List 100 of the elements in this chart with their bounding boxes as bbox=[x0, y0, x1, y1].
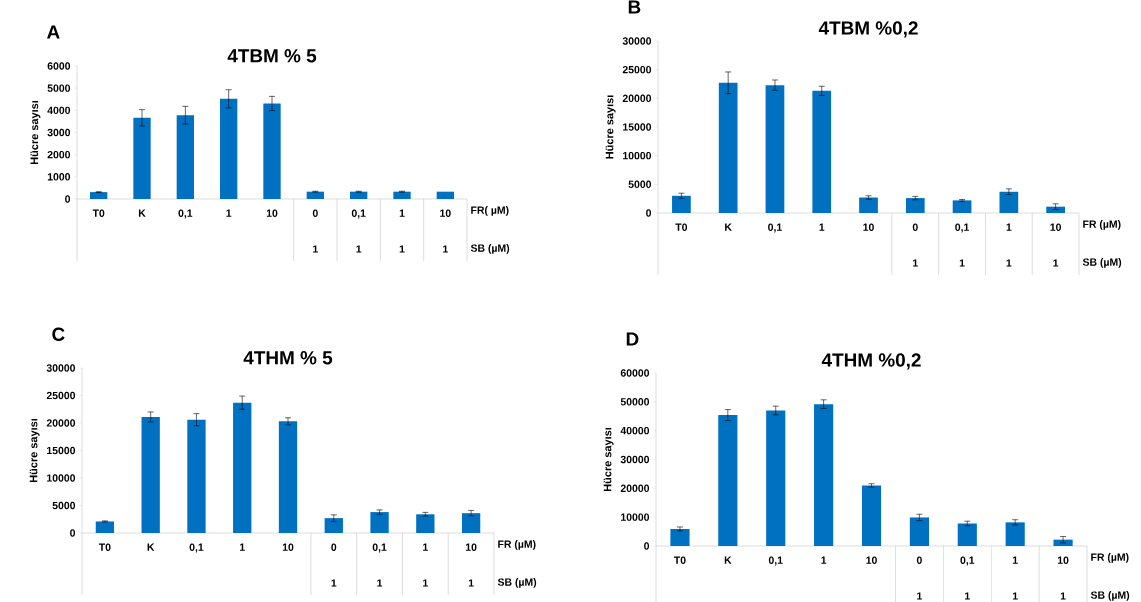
y-axis-title: Hücre sayısı bbox=[29, 418, 40, 483]
y-tick-label: 20000 bbox=[620, 484, 650, 493]
x-tick-label: 1 bbox=[821, 556, 827, 564]
x-tick-label: 0,1 bbox=[372, 543, 387, 553]
bar bbox=[176, 115, 195, 199]
x-tick-label: 1 bbox=[1006, 223, 1012, 231]
y-tick-label: 5000 bbox=[628, 180, 652, 189]
text: C bbox=[52, 327, 65, 341]
text: 1 bbox=[377, 579, 383, 587]
x-tick-label: 0 bbox=[916, 556, 922, 564]
x-tick-label: 10 bbox=[282, 543, 294, 551]
x-tick-label: 10 bbox=[440, 209, 451, 217]
x-tick-label: 0,1 bbox=[768, 223, 782, 233]
text: SB (µM) bbox=[1090, 591, 1130, 601]
bar bbox=[1053, 539, 1073, 546]
bar bbox=[324, 518, 343, 533]
text: 1 bbox=[917, 592, 923, 600]
x-tick-label: 0,1 bbox=[178, 209, 193, 219]
y-axis-title: Hücre sayısı bbox=[30, 100, 41, 165]
chart-title: 4THM % 5 bbox=[243, 351, 333, 365]
bar bbox=[672, 195, 691, 213]
x-tick-label: 10 bbox=[465, 543, 477, 551]
text: SB (µM) bbox=[1082, 258, 1122, 268]
y-tick-label: 5000 bbox=[52, 501, 76, 510]
bar bbox=[861, 485, 882, 546]
bar bbox=[306, 191, 325, 199]
bar bbox=[999, 191, 1019, 213]
x-tick-label: 0 bbox=[912, 223, 918, 231]
bar bbox=[416, 514, 435, 533]
x-tick-label: T0 bbox=[92, 209, 105, 217]
x-tick-label: K bbox=[725, 223, 732, 231]
text: 1 bbox=[468, 579, 474, 587]
bar bbox=[370, 512, 389, 533]
y-tick-label: 0 bbox=[70, 529, 76, 537]
x-tick-label: 0 bbox=[331, 543, 337, 551]
bar bbox=[957, 523, 977, 546]
x-tick-label: 10 bbox=[1050, 223, 1062, 231]
y-tick-label: 10000 bbox=[623, 151, 652, 160]
bar bbox=[909, 517, 929, 546]
x-tick-label: 1 bbox=[226, 209, 232, 217]
bar bbox=[393, 191, 411, 199]
x-tick-label: 1 bbox=[1012, 556, 1018, 564]
y-tick-label: 20000 bbox=[46, 419, 76, 427]
text: 1 bbox=[423, 579, 428, 587]
x-tick-label: 0,1 bbox=[768, 556, 783, 566]
bar bbox=[765, 85, 785, 213]
text: 1 bbox=[1012, 592, 1018, 600]
bar bbox=[859, 197, 878, 213]
text: D bbox=[626, 332, 639, 346]
x-tick-label: 10 bbox=[866, 556, 877, 564]
y-tick-label: 50000 bbox=[620, 398, 650, 406]
x-tick-label: 0,1 bbox=[351, 209, 366, 219]
x-tick-label: 1 bbox=[399, 209, 405, 217]
y-axis-title: Hücre sayısı bbox=[603, 427, 614, 492]
x-tick-label: 10 bbox=[266, 209, 278, 217]
x-tick-label: T0 bbox=[98, 543, 111, 551]
chart-title: 4TBM %0,2 bbox=[818, 21, 918, 38]
bar bbox=[1046, 206, 1065, 213]
y-tick-label: 60000 bbox=[620, 369, 650, 377]
y-tick-label: 2000 bbox=[47, 150, 71, 159]
bar bbox=[905, 198, 925, 213]
bar bbox=[812, 90, 832, 213]
x-tick-label: T0 bbox=[673, 556, 686, 564]
x-tick-label: K bbox=[138, 209, 146, 217]
text: 1 bbox=[1053, 259, 1059, 267]
bar bbox=[350, 191, 368, 199]
chart-title: 4TBM % 5 bbox=[227, 49, 317, 63]
x-tick-label: 0 bbox=[312, 209, 318, 217]
x-tick-label: 0,1 bbox=[955, 223, 970, 233]
y-tick-label: 30000 bbox=[46, 364, 76, 372]
y-tick-label: 25000 bbox=[46, 391, 76, 400]
text: SB (µM) bbox=[497, 578, 537, 588]
y-tick-label: 0 bbox=[65, 195, 71, 203]
text: A bbox=[47, 25, 60, 39]
chart-title: 4THM %0,2 bbox=[821, 353, 921, 370]
y-tick-label: 10000 bbox=[47, 474, 76, 482]
bar bbox=[461, 513, 481, 533]
y-tick-label: 20000 bbox=[622, 94, 652, 103]
text: 1 bbox=[913, 259, 918, 267]
bar bbox=[187, 419, 206, 533]
bar bbox=[814, 404, 834, 546]
x-tick-label: K bbox=[147, 543, 155, 551]
text: 1 bbox=[959, 259, 965, 267]
bar bbox=[766, 410, 786, 546]
y-tick-label: 5000 bbox=[47, 84, 71, 92]
bar bbox=[95, 521, 115, 533]
y-tick-label: 30000 bbox=[620, 455, 650, 464]
text: 1 bbox=[399, 245, 405, 253]
x-tick-label: 1 bbox=[819, 223, 825, 231]
bar bbox=[670, 528, 690, 546]
bar bbox=[718, 415, 738, 546]
x-tick-label: K bbox=[724, 556, 732, 564]
text: 1 bbox=[1060, 592, 1066, 600]
bar bbox=[90, 192, 108, 199]
x-tick-label: 0,1 bbox=[960, 556, 975, 566]
bar bbox=[952, 200, 972, 213]
bar bbox=[141, 416, 160, 533]
x-tick-label: 10 bbox=[1057, 556, 1069, 564]
text: 1 bbox=[443, 245, 448, 253]
text: B bbox=[628, 0, 641, 14]
